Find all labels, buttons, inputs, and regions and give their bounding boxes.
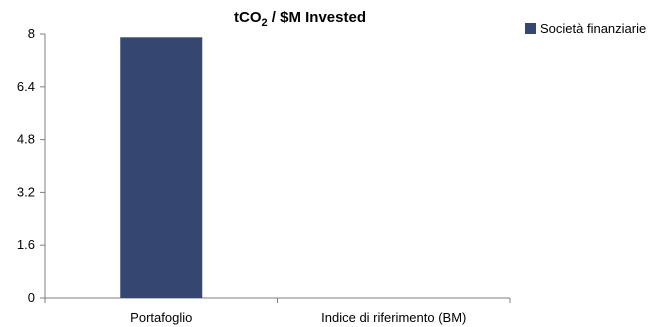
x-category-label: Portafoglio — [130, 310, 192, 325]
y-tick-label: 8 — [28, 26, 35, 41]
y-tick-label: 3.2 — [17, 184, 35, 199]
x-category-label: Indice di riferimento (BM) — [321, 310, 466, 325]
legend-label: Società finanziarie — [540, 21, 646, 36]
plot-area: 0 1.6 3.2 4.8 6.4 8 Portafoglio Indice di rifer… — [17, 26, 511, 325]
chart-title: tCO2 / $M Invested — [234, 9, 366, 29]
chart-title-subscript: 2 — [262, 17, 268, 29]
y-tick-label: 6.4 — [17, 79, 35, 94]
legend-swatch — [525, 23, 536, 34]
legend: Società finanziarie — [525, 21, 646, 36]
chart-title-prefix: tCO — [234, 9, 262, 26]
chart-title-suffix: / $M Invested — [268, 9, 366, 26]
y-tick-label: 1.6 — [17, 237, 35, 252]
y-tick-label: 4.8 — [17, 132, 35, 147]
bar-portafoglio — [120, 37, 203, 299]
y-tick-label: 0 — [28, 290, 35, 305]
